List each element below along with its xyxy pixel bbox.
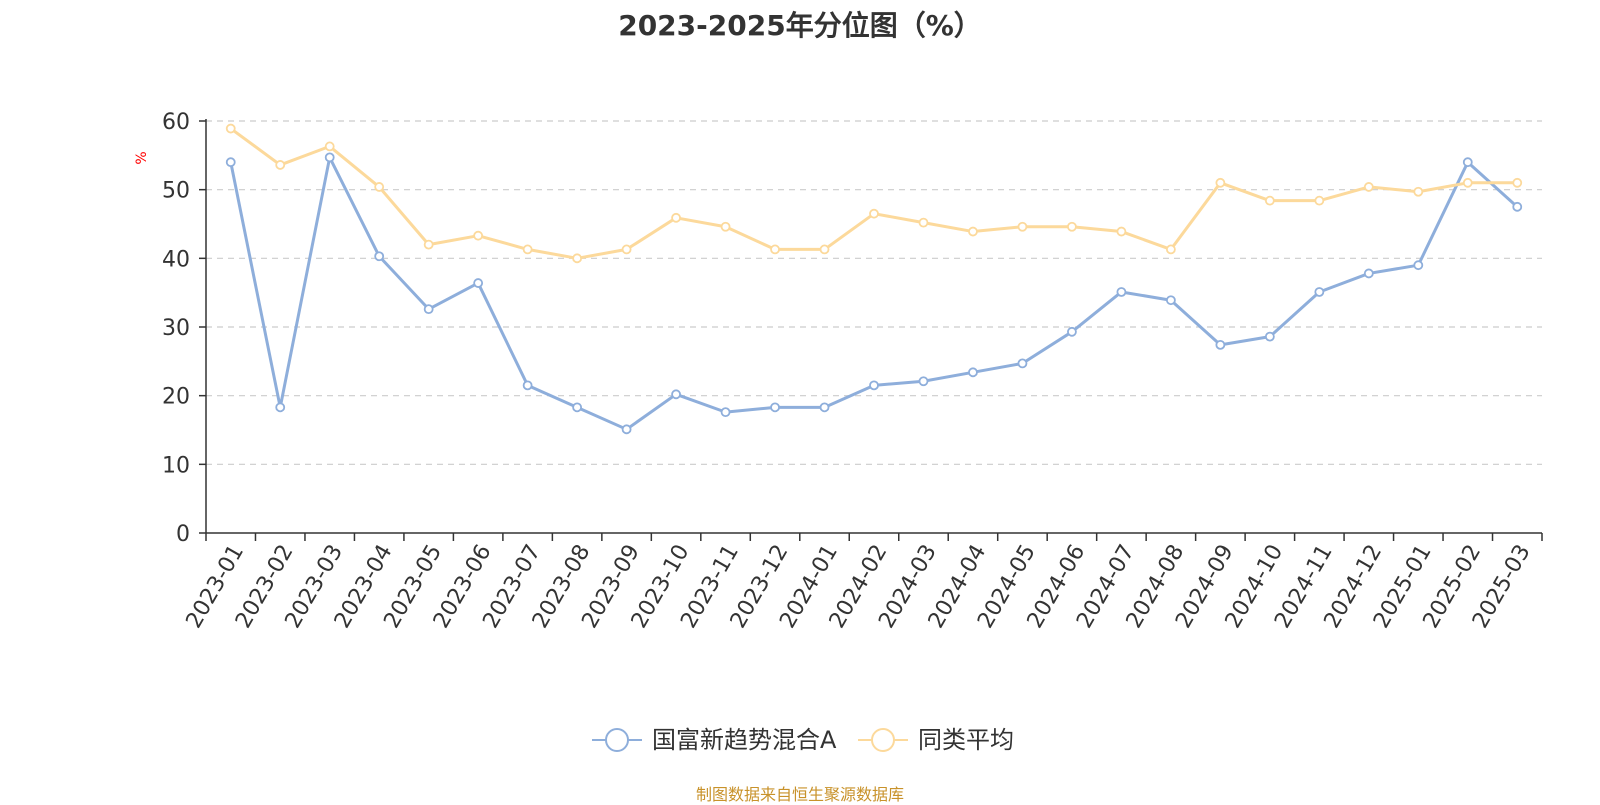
y-tick-label: 20	[162, 385, 190, 410]
data-point	[423, 304, 434, 315]
legend-swatch-marker	[605, 728, 629, 752]
data-point	[275, 160, 286, 170]
data-point	[1067, 221, 1077, 232]
y-tick-label: 30	[162, 316, 190, 341]
data-point	[621, 424, 632, 435]
legend-item[interactable]: 国富新趋势混合A	[592, 726, 837, 754]
data-point	[1413, 260, 1424, 271]
data-point	[572, 253, 583, 264]
data-point	[968, 367, 978, 378]
data-point	[770, 402, 780, 413]
y-tick-label: 10	[162, 453, 190, 478]
data-point	[968, 226, 978, 237]
data-point	[1314, 287, 1325, 297]
data-point	[324, 141, 335, 152]
data-point	[1314, 195, 1325, 206]
data-point	[1017, 358, 1028, 369]
data-point	[1363, 182, 1374, 192]
data-point	[918, 376, 929, 387]
data-point	[572, 402, 583, 413]
data-point	[869, 208, 879, 219]
series-line	[229, 127, 1518, 260]
data-point	[1116, 287, 1127, 297]
data-point	[1413, 186, 1424, 197]
y-tick-labels: 0 10 20 30 40 50 60	[162, 110, 190, 547]
source-note: 制图数据来自恒生聚源数据库	[695, 785, 904, 804]
y-tick-label: 50	[162, 179, 190, 204]
data-point	[1215, 177, 1226, 188]
data-point	[374, 251, 385, 262]
data-point	[621, 244, 632, 255]
data-point	[324, 152, 335, 163]
data-point	[671, 389, 681, 400]
legend-swatch-marker	[871, 728, 895, 752]
data-point	[819, 244, 830, 255]
gridlines	[206, 120, 1542, 465]
data-point	[720, 221, 731, 232]
chart-title: 2023-2025年分位图（%）	[618, 9, 982, 42]
data-point	[473, 278, 484, 288]
data-point	[720, 407, 731, 418]
data-point	[522, 244, 533, 255]
data-point	[869, 380, 879, 391]
data-point	[770, 244, 780, 255]
y-axis-label: %	[134, 151, 150, 164]
x-tick-labels: 2023-012023-022023-032023-042023-052023-…	[182, 540, 1536, 632]
data-point	[522, 380, 533, 391]
data-point	[1512, 201, 1523, 212]
data-point	[1462, 157, 1473, 168]
data-point	[1067, 326, 1077, 337]
data-point	[473, 230, 484, 241]
data-point	[374, 182, 385, 192]
legend: 国富新趋势混合A 同类平均	[592, 726, 1014, 754]
series	[225, 123, 1523, 435]
data-point	[423, 239, 434, 250]
legend-label: 国富新趋势混合A	[652, 726, 837, 754]
data-point	[918, 217, 929, 228]
legend-label: 同类平均	[918, 726, 1014, 754]
data-point	[671, 212, 681, 223]
data-point	[275, 402, 286, 413]
data-point	[1165, 244, 1176, 255]
y-tick-label: 60	[162, 110, 190, 135]
data-point	[1363, 268, 1374, 279]
y-tick-label: 40	[162, 247, 190, 272]
data-point	[1264, 331, 1275, 342]
y-tick-label: 0	[176, 522, 190, 547]
data-point	[1462, 177, 1473, 188]
data-point	[1116, 226, 1127, 237]
data-point	[1215, 339, 1226, 350]
axes	[199, 119, 1543, 541]
data-point	[1512, 177, 1523, 188]
data-point	[225, 157, 236, 168]
data-point	[819, 402, 830, 413]
data-point	[1165, 295, 1176, 306]
legend-item[interactable]: 同类平均	[858, 726, 1014, 754]
data-point	[1017, 221, 1028, 232]
data-point	[225, 123, 236, 134]
data-point	[1264, 195, 1275, 206]
